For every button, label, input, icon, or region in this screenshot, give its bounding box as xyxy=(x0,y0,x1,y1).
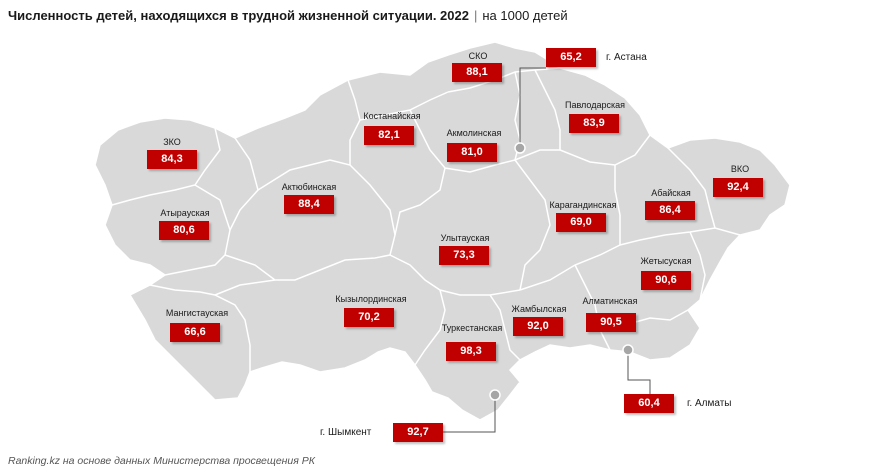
region-value-aktobe: 88,4 xyxy=(284,195,334,214)
region-value-mangystau: 66,6 xyxy=(170,323,220,342)
region-label-kyzylorda: Кызылординская xyxy=(335,294,407,304)
region-label-ulytau: Улытауская xyxy=(440,233,490,243)
leader-lines xyxy=(443,67,651,433)
region-value-atyrau: 80,6 xyxy=(159,221,209,240)
title-separator: | xyxy=(473,8,478,23)
region-label-kostanay: Костанайская xyxy=(363,111,421,121)
city-value-almaty: 60,4 xyxy=(624,394,674,413)
region-label-zko: ЗКО xyxy=(163,137,181,147)
astana-dot xyxy=(514,142,526,154)
city-label-astana: г. Астана xyxy=(606,52,647,63)
region-value-karaganda: 69,0 xyxy=(556,213,606,232)
region-label-zhambyl: Жамбылская xyxy=(511,304,567,314)
region-label-atyrau: Атырауская xyxy=(160,208,210,218)
chart-title: Численность детей, находящихся в трудной… xyxy=(8,8,568,23)
shymkent-dot xyxy=(489,389,501,401)
city-value-astana: 65,2 xyxy=(546,48,596,67)
region-label-almaty-region: Алматинская xyxy=(582,296,638,306)
region-value-zhambyl: 92,0 xyxy=(513,317,563,336)
source-note: Ranking.kz на основе данных Министерства… xyxy=(8,455,315,467)
region-label-karaganda: Карагандинская xyxy=(549,200,617,210)
region-label-zhetysu: Жетысуская xyxy=(640,256,692,266)
region-label-turkestan: Туркестанская xyxy=(441,323,503,333)
region-label-akmola: Акмолинская xyxy=(446,128,502,138)
region-value-kostanay: 82,1 xyxy=(364,126,414,145)
region-value-sko: 88,1 xyxy=(452,63,502,82)
region-label-mangystau: Мангистауская xyxy=(165,308,229,318)
region-value-pavlodar: 83,9 xyxy=(569,114,619,133)
region-label-pavlodar: Павлодарская xyxy=(565,100,625,110)
title-main: Численность детей, находящихся в трудной… xyxy=(8,8,469,23)
almaty-dot xyxy=(622,344,634,356)
region-label-aktobe: Актюбинская xyxy=(281,182,337,192)
region-value-ulytau: 73,3 xyxy=(439,246,489,265)
region-value-almaty-region: 90,5 xyxy=(586,313,636,332)
region-label-sko: СКО xyxy=(468,51,488,61)
region-value-turkestan: 98,3 xyxy=(446,342,496,361)
region-value-akmola: 81,0 xyxy=(447,143,497,162)
region-value-kyzylorda: 70,2 xyxy=(344,308,394,327)
region-value-zhetysu: 90,6 xyxy=(641,271,691,290)
region-value-abai: 86,4 xyxy=(645,201,695,220)
region-label-abai: Абайская xyxy=(651,188,691,198)
title-unit: на 1000 детей xyxy=(482,8,568,23)
region-value-vko: 92,4 xyxy=(713,178,763,197)
region-label-vko: ВКО xyxy=(730,164,750,174)
city-label-shymkent: г. Шымкент xyxy=(320,427,372,438)
city-value-shymkent: 92,7 xyxy=(393,423,443,442)
region-value-zko: 84,3 xyxy=(147,150,197,169)
city-label-almaty: г. Алматы xyxy=(687,398,732,409)
